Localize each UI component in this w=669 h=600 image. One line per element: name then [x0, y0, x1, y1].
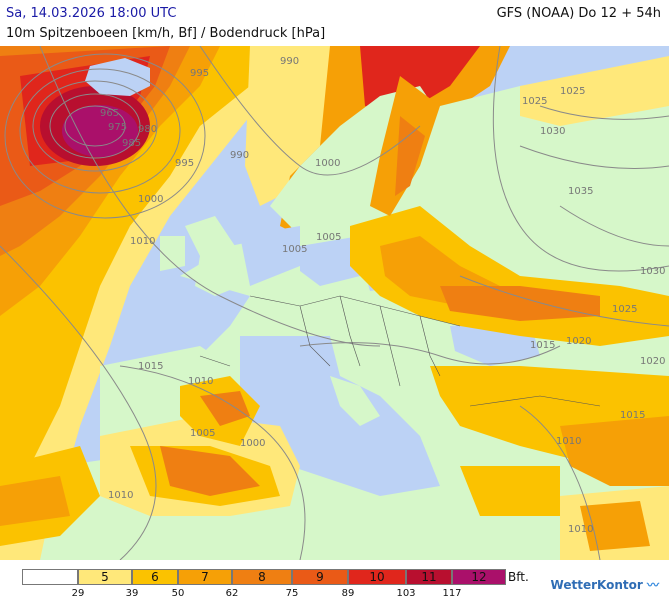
- wind-field-continental: [395, 116, 425, 196]
- isobar: [199, 46, 421, 176]
- border: [379, 305, 401, 387]
- wind-field-continental: [440, 286, 600, 321]
- wind-icon: 〰: [646, 578, 659, 592]
- isobar-label: 1000: [138, 194, 163, 205]
- isobar-label: 1000: [240, 438, 265, 449]
- isobar: [4, 53, 206, 219]
- isobar-label: 1030: [640, 266, 665, 277]
- baltic-sea: [300, 236, 360, 286]
- isobar-label: 1010: [188, 376, 213, 387]
- isobar-label: 1005: [316, 232, 341, 243]
- north-sea: [240, 226, 300, 286]
- legend-unit: Bft.: [508, 570, 529, 584]
- legend-swatch-bf6: 6: [132, 569, 178, 585]
- isobar-label: 1010: [568, 524, 593, 535]
- isobar-label: 1025: [522, 96, 547, 107]
- isobar: [539, 105, 669, 120]
- isobar-label: 990: [280, 56, 299, 67]
- wind-field-mediterranean: [0, 476, 70, 526]
- wind-field-mediterranean: [200, 391, 250, 426]
- isobar-label: 1010: [556, 436, 581, 447]
- isobar-label: 1020: [640, 356, 665, 367]
- isobar: [39, 46, 381, 347]
- isobar: [519, 145, 669, 169]
- wind-field-east: [460, 466, 560, 516]
- wind-field-mediterranean: [160, 446, 260, 496]
- isobar: [119, 365, 306, 560]
- border: [249, 295, 461, 327]
- legend-tick: 29: [71, 588, 85, 599]
- legend-swatch-bf12: 12: [452, 569, 506, 585]
- legend-tick: 117: [442, 588, 462, 599]
- isobar-label: 1005: [282, 244, 307, 255]
- legend-swatch-bf11: 11: [406, 569, 452, 585]
- iceland-calm: [85, 58, 150, 96]
- isobar: [19, 68, 181, 194]
- border: [199, 355, 231, 367]
- isobar: [519, 405, 601, 560]
- land-britain: [185, 216, 240, 296]
- legend-tick: 39: [125, 588, 139, 599]
- isobar-label: 985: [122, 138, 141, 149]
- isobar-label: 975: [108, 122, 127, 133]
- isobar-lines: [0, 46, 669, 560]
- wind-field-continental: [520, 56, 669, 126]
- weather-map: 995 990 965 975 980 985 995 990 1000 101…: [0, 46, 669, 560]
- isobar-label: 1020: [566, 336, 591, 347]
- border: [339, 295, 361, 367]
- isobar-label: 965: [100, 108, 119, 119]
- isobar-label: 1015: [530, 340, 555, 351]
- isobar: [0, 245, 157, 560]
- isobar: [492, 46, 669, 272]
- isobar: [559, 205, 669, 247]
- legend-swatch-bf7: 7: [178, 569, 232, 585]
- isobar: [459, 275, 669, 327]
- isobar: [299, 342, 561, 365]
- isobar-label: 1000: [315, 158, 340, 169]
- isobar-label: 1005: [190, 428, 215, 439]
- border: [469, 395, 601, 407]
- brand-name: WetterKontor: [550, 578, 643, 592]
- parameter-title: 10m Spitzenboeen [km/h, Bf] / Bodendruck…: [6, 26, 326, 41]
- isobar-label: 995: [175, 158, 194, 169]
- country-borders: [199, 295, 601, 407]
- legend-swatch-bf5: 5: [78, 569, 132, 585]
- land-italy: [330, 376, 380, 426]
- legend-tick: 103: [396, 588, 416, 599]
- legend-tick: 75: [285, 588, 299, 599]
- legend-swatch-bf9: 9: [292, 569, 348, 585]
- legend-tick: 89: [341, 588, 355, 599]
- isobar: [49, 93, 141, 159]
- valid-datetime: Sa, 14.03.2026 18:00 UTC: [6, 6, 177, 21]
- legend-swatch-bf10: 10: [348, 569, 406, 585]
- isobar-label: 980: [138, 124, 157, 135]
- isobar-label: 1010: [130, 236, 155, 247]
- border: [299, 305, 331, 367]
- land-ireland: [160, 236, 185, 271]
- isobar-label: 1015: [138, 361, 163, 372]
- wind-field-east: [580, 501, 650, 551]
- brand-logo[interactable]: WetterKontor 〰: [551, 576, 659, 593]
- isobar-label-group: 995 990 965 975 980 985 995 990 1000 101…: [100, 56, 665, 535]
- isobar-label: 1025: [560, 86, 585, 97]
- wind-field-east: [560, 416, 669, 486]
- border: [419, 315, 441, 377]
- isobar-label: 1010: [108, 490, 133, 501]
- isobar-label: 1025: [612, 304, 637, 315]
- isobar-label: 1035: [568, 186, 593, 197]
- legend-swatch-bf8: 8: [232, 569, 292, 585]
- legend: 5 6 7 8 9 10 11 12 Bft. 29 39 50 62 75 8…: [0, 560, 669, 600]
- isobar-label: 990: [230, 150, 249, 161]
- legend-tick: 62: [225, 588, 239, 599]
- isobar: [64, 105, 126, 147]
- isobar: [32, 80, 158, 172]
- isobar-label: 1030: [540, 126, 565, 137]
- legend-tick: 50: [171, 588, 185, 599]
- isobar-label: 995: [190, 68, 209, 79]
- legend-swatch-calm: [22, 569, 78, 585]
- map-header: Sa, 14.03.2026 18:00 UTC GFS (NOAA) Do 1…: [0, 0, 669, 46]
- isobar-label: 1015: [620, 410, 645, 421]
- wind-gust-map: 995 990 965 975 980 985 995 990 1000 101…: [0, 46, 669, 560]
- model-run: GFS (NOAA) Do 12 + 54h: [496, 6, 661, 21]
